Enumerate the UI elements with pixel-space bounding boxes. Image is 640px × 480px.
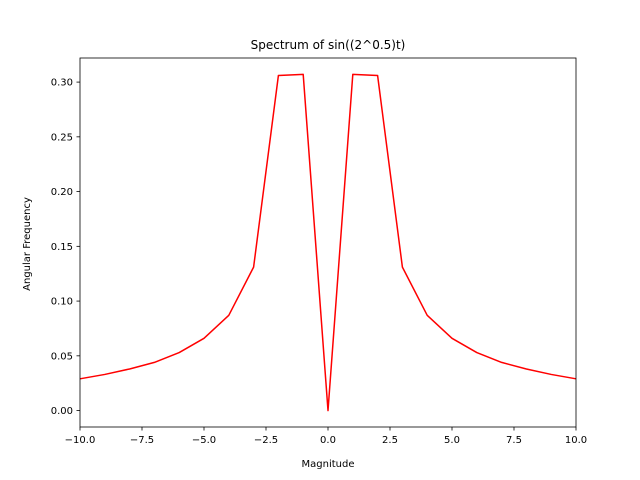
y-tick-label: 0.10 [51, 297, 73, 308]
y-tick-label: 0.30 [51, 78, 73, 89]
y-tick-label: 0.05 [51, 351, 73, 362]
x-tick-label: 2.5 [382, 435, 398, 446]
x-tick-label: 7.5 [506, 435, 522, 446]
x-tick-label: 10.0 [565, 435, 587, 446]
series-line-0 [79, 73, 577, 412]
x-tick-label: 0.0 [320, 435, 336, 446]
x-tick-label: −2.5 [254, 435, 278, 446]
x-axis-title: Magnitude [302, 459, 355, 470]
chart-title: Spectrum of sin((2^0.5)t) [251, 38, 406, 52]
x-tick-label: −7.5 [130, 435, 154, 446]
x-tick-label: −10.0 [65, 435, 96, 446]
y-tick-label: 0.00 [51, 406, 73, 417]
x-tick-label: 5.0 [444, 435, 460, 446]
y-axis-title: Angular Frequency [22, 197, 33, 291]
plot-area: −10.0 −7.5 −5.0 −2.5 0.0 2.5 5.0 7.5 10.0 0.00 0.0… [51, 57, 587, 446]
y-tick-label: 0.25 [51, 132, 73, 143]
x-tick-label: −5.0 [192, 435, 216, 446]
y-tick-label: 0.15 [51, 242, 73, 253]
y-tick-label: 0.20 [51, 187, 73, 198]
